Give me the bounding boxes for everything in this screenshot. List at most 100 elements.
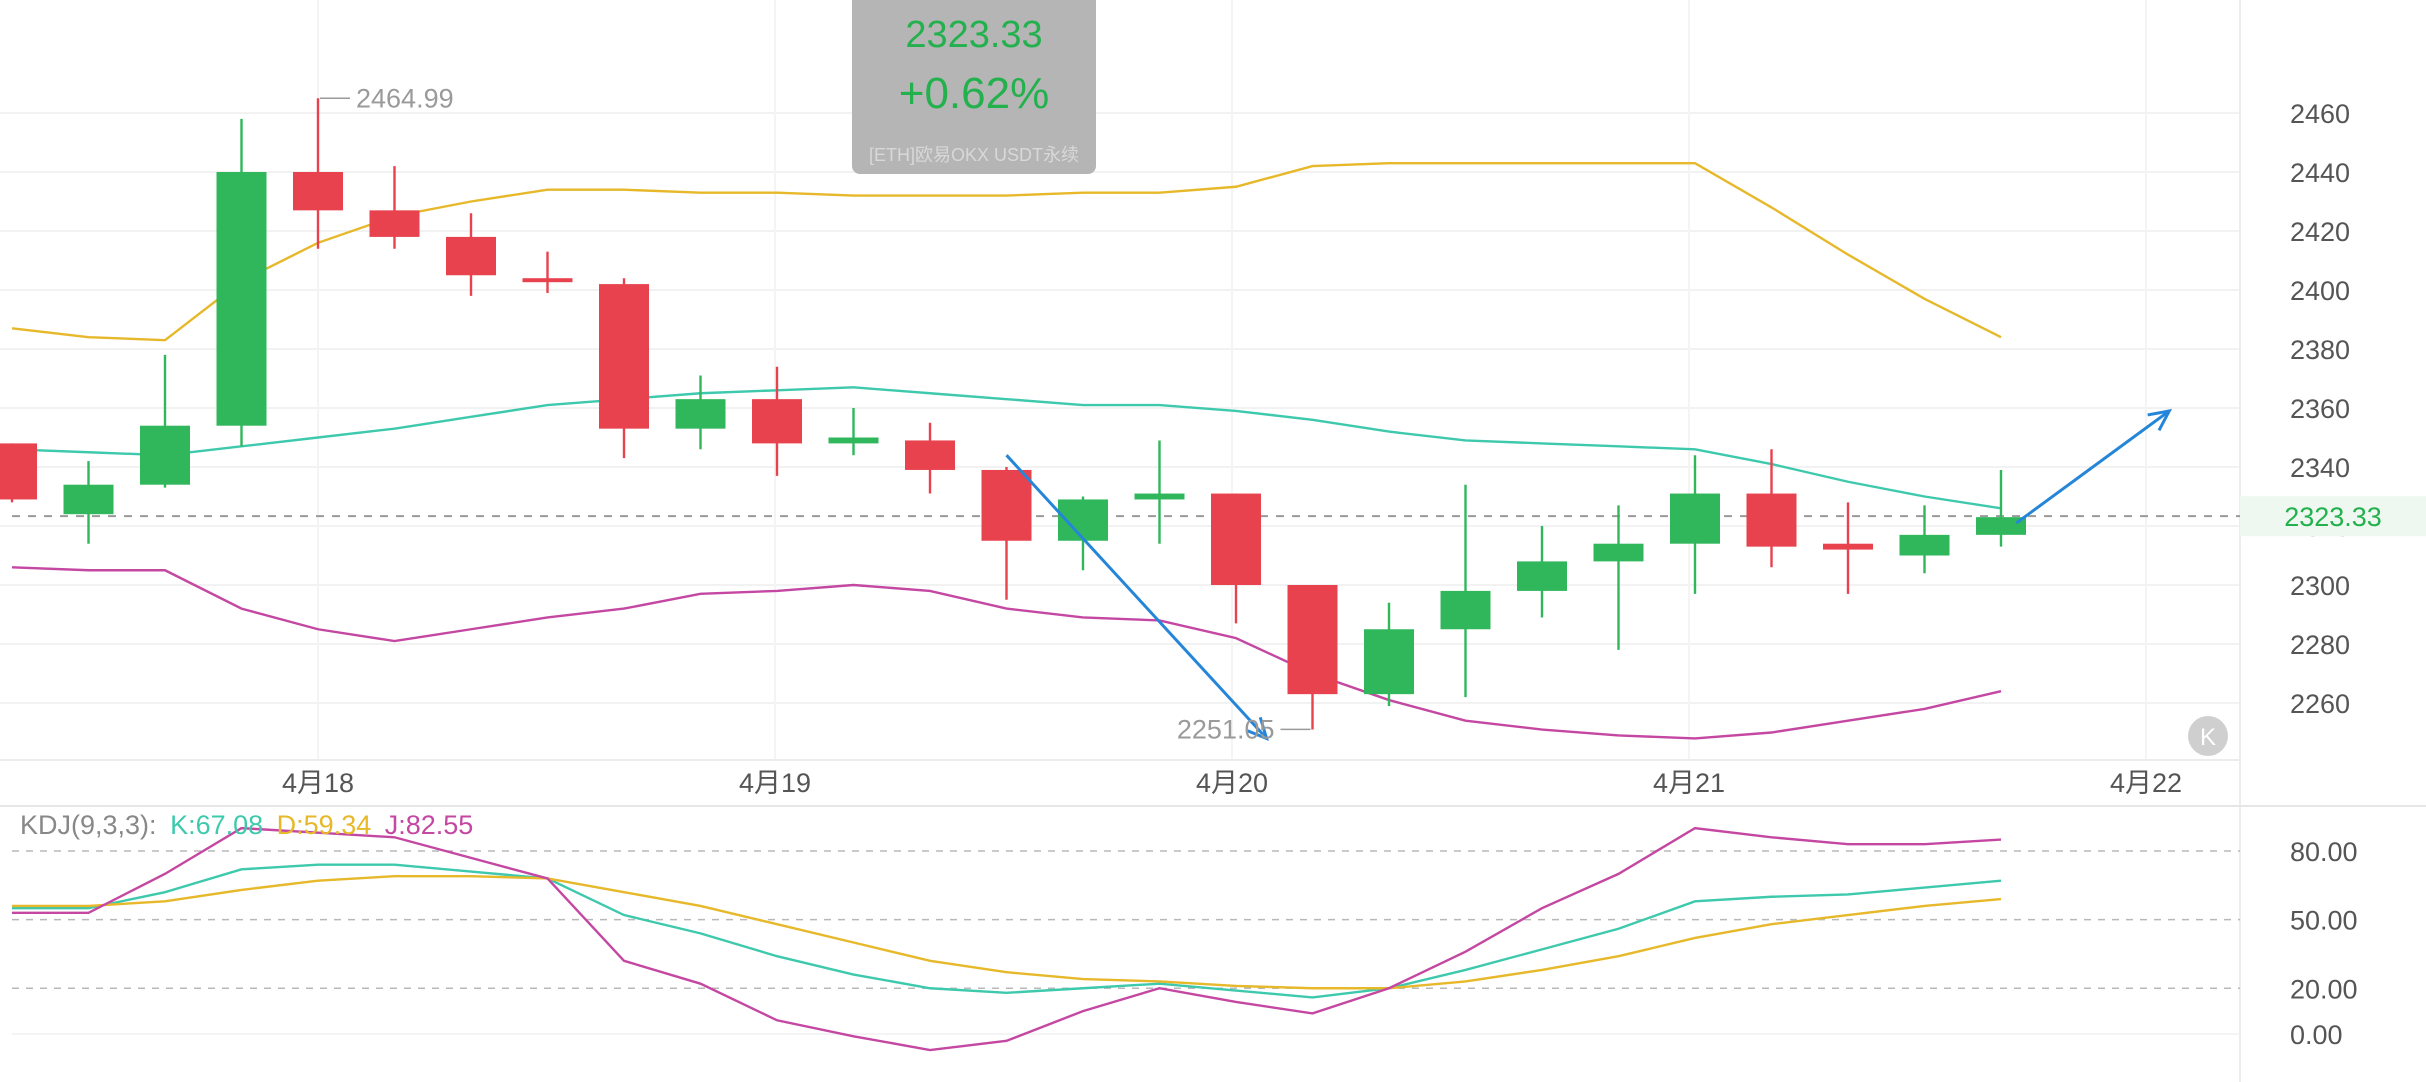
price-tick-label: 2400 <box>2290 276 2350 306</box>
candle[interactable] <box>1746 449 1797 568</box>
annotation-arrows <box>1005 408 2173 741</box>
boll-middle-band <box>11 386 2002 510</box>
boll-lower-band <box>11 566 2002 740</box>
candle[interactable] <box>446 213 496 296</box>
time-tick-label: 4月19 <box>739 768 811 798</box>
candle[interactable] <box>1134 440 1185 544</box>
kdj-tick-label: 0.00 <box>2290 1020 2343 1050</box>
candle[interactable] <box>140 354 190 488</box>
candle[interactable] <box>981 467 1032 600</box>
candle[interactable] <box>828 408 879 456</box>
kdj-d-line <box>12 874 2002 990</box>
candle[interactable] <box>63 461 114 544</box>
candle[interactable] <box>1899 505 1950 574</box>
candle[interactable] <box>1364 602 1414 706</box>
candle-body <box>981 469 1032 541</box>
candle[interactable] <box>1976 469 2026 547</box>
price-gridlines <box>0 112 2240 704</box>
arrow-shaft <box>2015 409 2171 525</box>
price-tick-label: 2280 <box>2290 630 2350 660</box>
jump-icon: K <box>2200 724 2216 751</box>
price-tick-label: 2360 <box>2290 394 2350 424</box>
candle-body <box>1440 590 1491 630</box>
arrow-head <box>2147 408 2173 432</box>
low-label: 2251.05 <box>1177 714 1275 744</box>
tooltip-source: [ETH]欧易OKX USDT永续 <box>869 145 1079 165</box>
kdj-gridlines <box>12 850 2240 1035</box>
candle[interactable] <box>522 251 573 293</box>
candlestick-series <box>0 98 2026 730</box>
kdj-axis: 80.00 50.00 20.00 0.00 <box>2290 837 2358 1050</box>
candle[interactable] <box>905 422 955 494</box>
last-price-value: 2323.33 <box>2284 502 2382 532</box>
candle-body <box>905 440 955 470</box>
kdj-j-legend: J:82.55 <box>385 810 474 840</box>
candle-body <box>1976 517 2026 535</box>
price-axis: 2260228023002320234023602380240024202440… <box>2290 99 2350 719</box>
candle[interactable] <box>1287 585 1338 730</box>
candle-body <box>369 210 420 237</box>
candle-body <box>1287 585 1338 695</box>
arrow <box>2015 408 2173 525</box>
kdj-tick-label: 50.00 <box>2290 906 2358 936</box>
price-tick-label: 2420 <box>2290 217 2350 247</box>
kdj-d-legend: D:59.34 <box>277 810 372 840</box>
candle[interactable] <box>0 443 37 503</box>
candle-body <box>1517 561 1567 591</box>
high-label: 2464.99 <box>356 83 454 113</box>
candle[interactable] <box>1211 493 1261 624</box>
candle[interactable] <box>1593 505 1644 650</box>
candle-body <box>216 172 267 426</box>
price-tick-label: 2380 <box>2290 335 2350 365</box>
candle-body <box>446 236 496 276</box>
kdj-k-legend: K:67.08 <box>170 810 263 840</box>
price-tick-label: 2460 <box>2290 99 2350 129</box>
time-axis: 4月18 4月19 4月20 4月21 4月22 <box>282 768 2182 798</box>
candle-body <box>599 284 649 429</box>
candle[interactable] <box>369 166 420 249</box>
candle[interactable] <box>293 98 343 249</box>
kdj-j-line <box>12 826 2002 1052</box>
candle-body <box>63 484 114 515</box>
time-tick-label: 4月20 <box>1196 768 1268 798</box>
arrow-head <box>1245 716 1269 741</box>
candle-body <box>293 172 343 211</box>
candle[interactable] <box>1440 484 1491 698</box>
candle-body <box>1670 493 1720 544</box>
arrow <box>1005 454 1269 741</box>
candle-body <box>1364 629 1414 695</box>
tooltip-price: 2323.33 <box>905 14 1042 56</box>
candle[interactable] <box>216 118 267 447</box>
jump-to-latest-button[interactable]: K <box>2188 716 2228 756</box>
time-tick-label: 4月21 <box>1653 768 1725 798</box>
last-price-tag <box>2240 496 2426 537</box>
candle-body <box>675 399 726 429</box>
candle[interactable] <box>1517 526 1567 618</box>
time-tick-label: 4月22 <box>2110 768 2182 798</box>
kdj-tick-label: 20.00 <box>2290 974 2358 1004</box>
arrow-shaft <box>1005 454 1268 740</box>
candle[interactable] <box>752 366 802 476</box>
candle[interactable] <box>1670 455 1720 594</box>
candle-body <box>522 278 573 283</box>
price-tick-label: 2260 <box>2290 689 2350 719</box>
kdj-k-line <box>12 863 2002 999</box>
tooltip-change: +0.62% <box>899 69 1049 118</box>
price-tick-label: 2300 <box>2290 571 2350 601</box>
candle[interactable] <box>599 278 649 459</box>
time-tick-label: 4月18 <box>282 768 354 798</box>
kdj-legend: KDJ(9,3,3): K:67.08 D:59.34 J:82.55 <box>20 810 473 840</box>
price-tick-label: 2440 <box>2290 158 2350 188</box>
kdj-params: KDJ(9,3,3): <box>20 810 157 840</box>
candle[interactable] <box>675 375 726 450</box>
kdj-tick-label: 80.00 <box>2290 837 2358 867</box>
candle-body <box>140 425 190 485</box>
candle-body <box>1593 543 1644 562</box>
candle[interactable] <box>1823 502 1873 594</box>
candle-body <box>1899 534 1950 556</box>
candle-body <box>828 437 879 444</box>
candle-body <box>0 443 37 500</box>
crosshair-tooltip: 2323.33 +0.62% [ETH]欧易OKX USDT永续 <box>852 0 1096 174</box>
candle-body <box>1211 493 1261 585</box>
